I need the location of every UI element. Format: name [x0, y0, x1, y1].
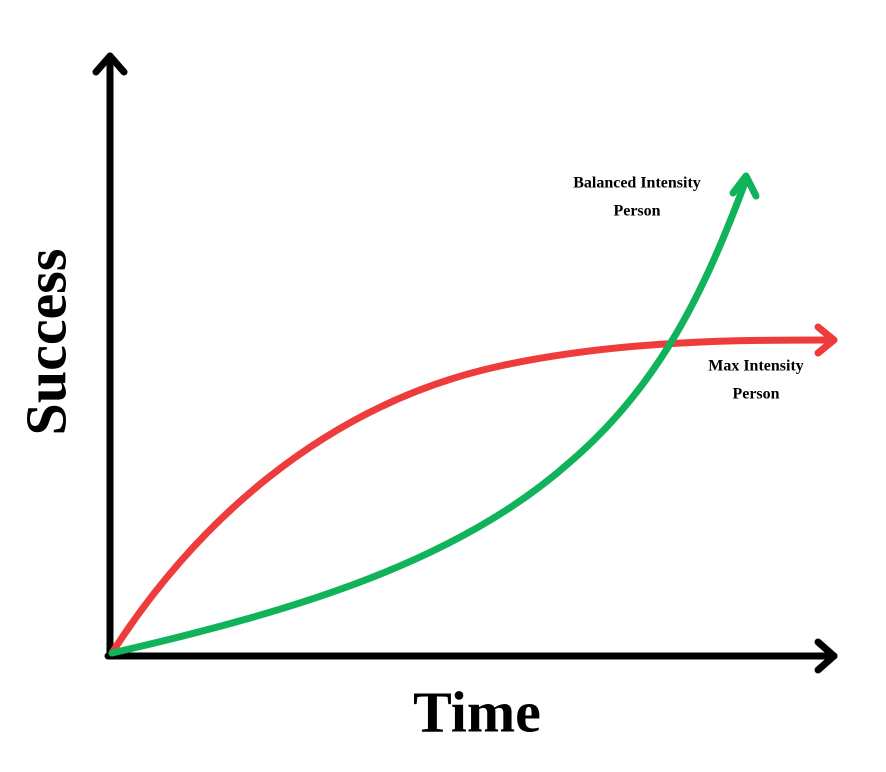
curve-label: Max Intensity: [708, 358, 804, 375]
x-axis-arrow: [814, 638, 838, 674]
axes: [92, 52, 838, 674]
red-curve: [108, 336, 836, 657]
x-axis-label: Time: [413, 679, 541, 744]
balanced-intensity-curve: [108, 172, 760, 657]
max-intensity-curve: [108, 323, 838, 657]
green-arrow: [729, 172, 760, 200]
y-axis-arrow: [92, 52, 128, 76]
y-axis-label: Success: [13, 249, 78, 436]
red-arrow: [814, 323, 838, 357]
green-curve: [108, 176, 750, 657]
curve-label: Balanced Intensity: [573, 175, 701, 192]
curve-label: Person: [613, 203, 660, 220]
curve-label: Person: [732, 386, 779, 403]
